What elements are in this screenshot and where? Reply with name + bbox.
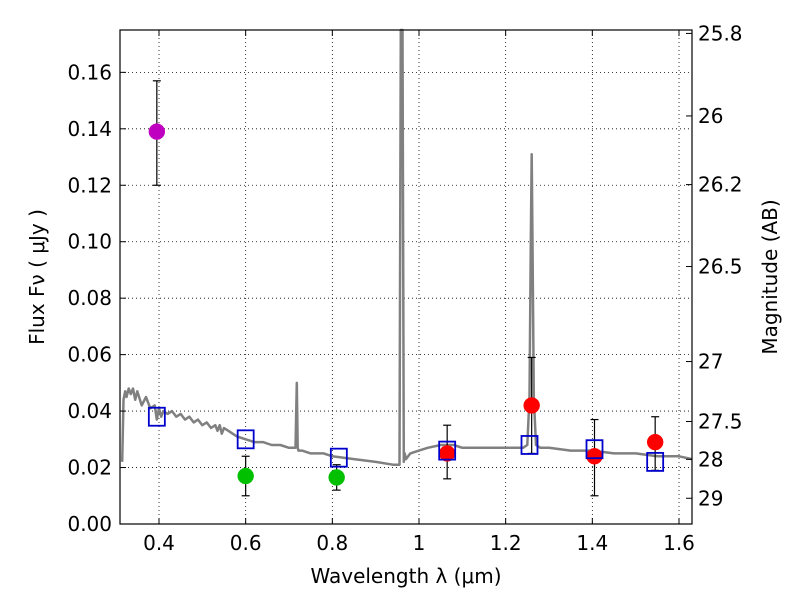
data-point-square [147, 406, 166, 427]
data-point-circle [237, 467, 254, 485]
spectrum-layer [120, 28, 693, 466]
y2-tick-label: 26.2 [698, 173, 743, 197]
y-tick-label: 0.06 [67, 343, 112, 367]
data-point-circle [646, 433, 664, 451]
y2-tick-label: 26.5 [698, 255, 743, 279]
spectrum-line [120, 28, 693, 466]
data-point-circle [523, 397, 540, 414]
y-tick-label: 0.16 [67, 60, 112, 84]
x-tick-label: 0.4 [143, 531, 175, 555]
data-point-square [585, 439, 604, 460]
data-point-circle [328, 469, 345, 486]
y-tick-label: 0.04 [67, 399, 112, 423]
data-point-square [520, 435, 539, 455]
x-axis-title: Wavelength λ (μm) [310, 564, 501, 588]
data-point-square [438, 440, 457, 461]
errorbar-layer [152, 80, 660, 497]
y2-tick-label: 29 [698, 486, 723, 510]
y-axis-title: Flux Fν ( μJy ) [25, 209, 49, 345]
tick-layer: 0.4 0.6 0.8 1 1.2 1.4 1.6 0.00 0.02 0.04 0.06 0.08 0… [67, 21, 742, 555]
y2-tick-label: 25.8 [698, 21, 743, 45]
y-tick-label: 0.02 [67, 456, 112, 480]
y-tick-label: 0.08 [67, 286, 112, 310]
x-tick-label: 1.6 [663, 531, 695, 555]
data-point-square [329, 447, 348, 468]
grid [120, 30, 692, 524]
y2-tick-label: 27.5 [698, 410, 743, 434]
y2-tick-label: 27 [698, 350, 723, 374]
y2-tick-label: 28 [698, 447, 723, 471]
y-tick-label: 0.00 [67, 512, 112, 536]
y-tick-label: 0.10 [67, 230, 112, 254]
x-tick-label: 1.4 [576, 531, 608, 555]
data-point-circle [586, 448, 603, 465]
plot-frame [119, 29, 693, 525]
x-tick-label: 0.6 [230, 531, 262, 555]
x-tick-label: 0.8 [316, 531, 348, 555]
marker-layer [147, 123, 665, 486]
y2-axis-title: Magnitude (AB) [758, 199, 782, 354]
x-tick-label: 1 [413, 531, 426, 555]
data-point-circle [148, 123, 166, 140]
data-point-square [236, 429, 255, 450]
y2-tick-label: 26 [698, 104, 723, 128]
y-tick-label: 0.12 [67, 173, 112, 197]
data-point-square [646, 451, 665, 472]
y-tick-label: 0.14 [67, 117, 112, 141]
x-tick-label: 1.2 [490, 531, 522, 555]
